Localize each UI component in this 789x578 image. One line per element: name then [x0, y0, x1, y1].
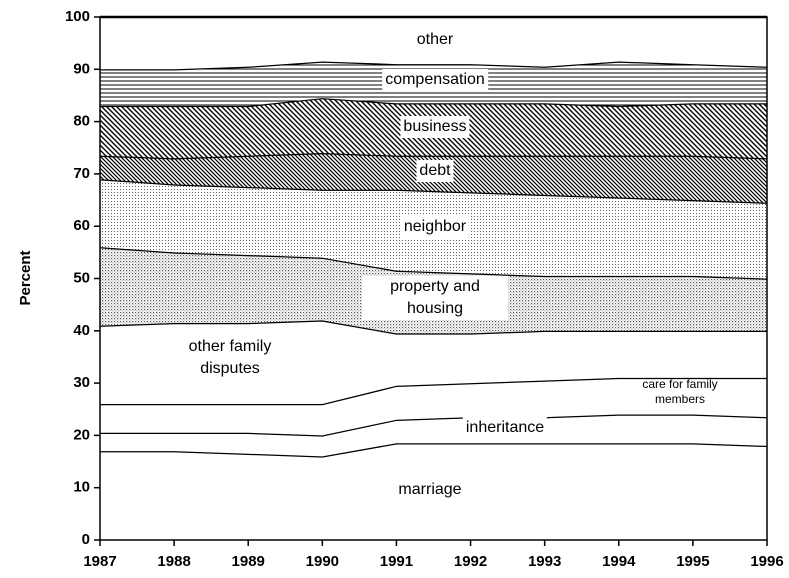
y-tick-label: 70 — [73, 165, 90, 182]
y-tick-label: 30 — [73, 374, 90, 391]
x-tick-label: 1989 — [232, 553, 265, 570]
series-label: business — [400, 116, 470, 138]
y-tick-label: 50 — [73, 269, 90, 286]
y-tick-label: 80 — [73, 113, 90, 130]
series-label: neighbor — [400, 216, 470, 238]
x-tick-label: 1988 — [157, 553, 190, 570]
x-tick-label: 1992 — [454, 553, 487, 570]
series-label: debt — [416, 160, 454, 182]
y-tick-label: 20 — [73, 426, 90, 443]
x-tick-label: 1993 — [528, 553, 561, 570]
x-tick-label: 1991 — [380, 553, 413, 570]
area — [100, 377, 767, 436]
series-label: inheritance — [462, 417, 548, 439]
x-tick-label: 1995 — [676, 553, 709, 570]
y-tick-label: 40 — [73, 322, 90, 339]
series-label: other — [413, 29, 457, 51]
y-tick-label: 10 — [73, 479, 90, 496]
series-label: marriage — [395, 479, 465, 501]
y-tick-label: 100 — [65, 8, 90, 25]
x-tick-label: 1996 — [750, 553, 783, 570]
series-label: compensation — [382, 69, 488, 91]
series-label: property and housing — [362, 276, 508, 320]
series-label: care for family members — [642, 377, 718, 406]
x-tick-label: 1987 — [83, 553, 116, 570]
series-label: other family disputes — [162, 336, 298, 380]
x-tick-label: 1990 — [306, 553, 339, 570]
x-tick-label: 1994 — [602, 553, 636, 570]
y-tick-label: 90 — [73, 60, 90, 77]
y-tick-label: 0 — [82, 531, 90, 548]
y-tick-label: 60 — [73, 217, 90, 234]
y-axis-label: Percent — [17, 250, 34, 305]
area — [100, 414, 767, 457]
